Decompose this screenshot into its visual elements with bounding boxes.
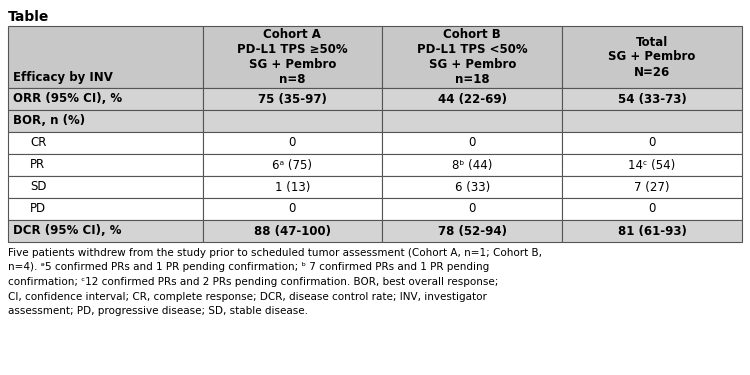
- Bar: [382, 154, 562, 176]
- Bar: [8, 26, 202, 88]
- Text: 1 (13): 1 (13): [274, 180, 310, 194]
- Text: Cohort B
PD-L1 TPS <50%
SG + Pembro
n=18: Cohort B PD-L1 TPS <50% SG + Pembro n=18: [417, 28, 527, 86]
- Text: 6ᵃ (75): 6ᵃ (75): [272, 159, 313, 171]
- Bar: [8, 132, 202, 154]
- Text: 78 (52-94): 78 (52-94): [438, 225, 507, 237]
- Text: SD: SD: [30, 180, 46, 194]
- Text: BOR, n (%): BOR, n (%): [13, 114, 85, 128]
- Text: 0: 0: [469, 136, 476, 150]
- Bar: [562, 198, 742, 220]
- Bar: [562, 176, 742, 198]
- Text: 44 (22-69): 44 (22-69): [438, 93, 507, 105]
- Bar: [8, 198, 202, 220]
- Text: PD: PD: [30, 202, 46, 216]
- Bar: [382, 198, 562, 220]
- Bar: [202, 88, 382, 110]
- Text: 0: 0: [469, 202, 476, 216]
- Text: assessment; PD, progressive disease; SD, stable disease.: assessment; PD, progressive disease; SD,…: [8, 306, 308, 316]
- Text: 81 (61-93): 81 (61-93): [618, 225, 686, 237]
- Text: Cohort A
PD-L1 TPS ≥50%
SG + Pembro
n=8: Cohort A PD-L1 TPS ≥50% SG + Pembro n=8: [237, 28, 348, 86]
- Bar: [562, 220, 742, 242]
- Bar: [8, 154, 202, 176]
- Bar: [562, 110, 742, 132]
- Bar: [202, 220, 382, 242]
- Text: confirmation; ᶜ12 confirmed PRs and 2 PRs pending confirmation. BOR, best overal: confirmation; ᶜ12 confirmed PRs and 2 PR…: [8, 277, 498, 287]
- Text: n=4). ᵊ5 confirmed PRs and 1 PR pending confirmation; ᵇ 7 confirmed PRs and 1 PR: n=4). ᵊ5 confirmed PRs and 1 PR pending …: [8, 262, 489, 273]
- Bar: [562, 132, 742, 154]
- Text: Table: Table: [8, 10, 50, 24]
- Bar: [202, 154, 382, 176]
- Text: CR: CR: [30, 136, 46, 150]
- Text: PR: PR: [30, 159, 45, 171]
- Bar: [562, 26, 742, 88]
- Bar: [562, 154, 742, 176]
- Text: 8ᵇ (44): 8ᵇ (44): [452, 159, 493, 171]
- Bar: [202, 198, 382, 220]
- Text: 54 (33-73): 54 (33-73): [618, 93, 686, 105]
- Text: 0: 0: [649, 136, 656, 150]
- Bar: [8, 88, 202, 110]
- Text: 0: 0: [289, 136, 296, 150]
- Bar: [8, 110, 202, 132]
- Text: DCR (95% CI), %: DCR (95% CI), %: [13, 225, 122, 237]
- Text: Five patients withdrew from the study prior to scheduled tumor assessment (Cohor: Five patients withdrew from the study pr…: [8, 248, 542, 258]
- Bar: [382, 176, 562, 198]
- Bar: [202, 176, 382, 198]
- Text: 14ᶜ (54): 14ᶜ (54): [628, 159, 676, 171]
- Bar: [8, 176, 202, 198]
- Text: 0: 0: [289, 202, 296, 216]
- Bar: [382, 110, 562, 132]
- Text: 0: 0: [649, 202, 656, 216]
- Bar: [202, 132, 382, 154]
- Text: Total
SG + Pembro
N=26: Total SG + Pembro N=26: [608, 36, 696, 78]
- Text: Efficacy by INV: Efficacy by INV: [13, 71, 112, 84]
- Text: CI, confidence interval; CR, complete response; DCR, disease control rate; INV, : CI, confidence interval; CR, complete re…: [8, 291, 487, 302]
- Bar: [562, 88, 742, 110]
- Bar: [8, 220, 202, 242]
- Bar: [382, 220, 562, 242]
- Text: 7 (27): 7 (27): [634, 180, 670, 194]
- Bar: [382, 88, 562, 110]
- Text: 75 (35-97): 75 (35-97): [258, 93, 327, 105]
- Bar: [202, 110, 382, 132]
- Text: 88 (47-100): 88 (47-100): [254, 225, 331, 237]
- Bar: [382, 26, 562, 88]
- Text: 6 (33): 6 (33): [454, 180, 490, 194]
- Bar: [382, 132, 562, 154]
- Text: ORR (95% CI), %: ORR (95% CI), %: [13, 93, 122, 105]
- Bar: [202, 26, 382, 88]
